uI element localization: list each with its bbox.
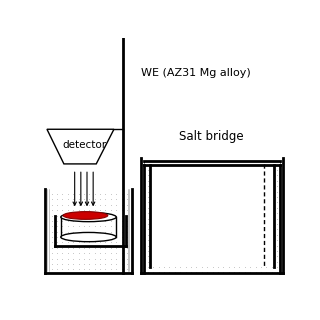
- Ellipse shape: [63, 212, 108, 219]
- Ellipse shape: [61, 232, 116, 242]
- Text: Salt bridge: Salt bridge: [180, 131, 244, 143]
- Text: detector: detector: [62, 140, 107, 150]
- Text: WE (AZ31 Mg alloy): WE (AZ31 Mg alloy): [141, 68, 251, 78]
- Polygon shape: [150, 161, 274, 165]
- Ellipse shape: [61, 212, 116, 222]
- Polygon shape: [150, 165, 274, 267]
- Polygon shape: [47, 129, 114, 164]
